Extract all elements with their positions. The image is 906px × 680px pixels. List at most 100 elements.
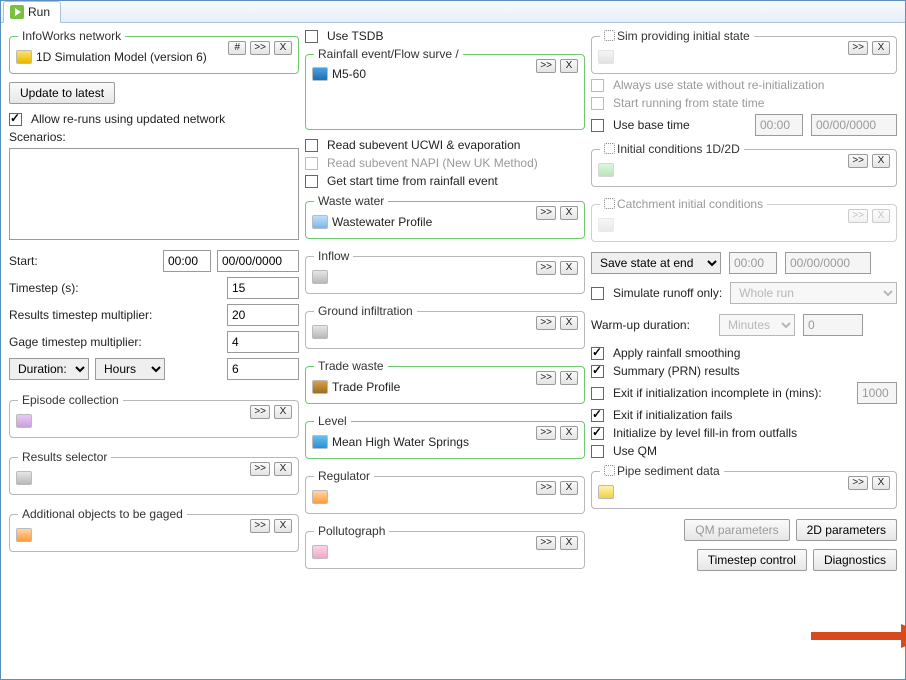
inflow-clear-button[interactable]: X [560, 261, 578, 275]
exit-fails-checkbox[interactable]: Exit if initialization fails [591, 408, 897, 422]
waste-go-button[interactable]: >> [536, 206, 556, 220]
ground-clear-button[interactable]: X [560, 316, 578, 330]
network-item-label: 1D Simulation Model (version 6) [36, 50, 207, 64]
panel-legend: Results selector [18, 450, 111, 464]
regulator-go-button[interactable]: >> [536, 481, 556, 495]
apply-smoothing-checkbox[interactable]: Apply rainfall smoothing [591, 346, 897, 360]
level-go-button[interactable]: >> [536, 426, 556, 440]
gaged-go-button[interactable]: >> [250, 519, 270, 533]
start-date-input[interactable] [217, 250, 299, 272]
init-level-checkbox[interactable]: Initialize by level fill-in from outfall… [591, 426, 897, 440]
sim-go-button[interactable]: >> [848, 41, 868, 55]
init-go-button[interactable]: >> [848, 154, 868, 168]
update-to-latest-button[interactable]: Update to latest [9, 82, 115, 104]
results-icon [16, 471, 32, 485]
panel-ground: Ground infiltration >> X [305, 304, 585, 349]
sim-clear-button[interactable]: X [872, 41, 890, 55]
read-ucwi-checkbox[interactable]: Read subevent UCWI & evaporation [305, 138, 585, 152]
read-napi-label: Read subevent NAPI (New UK Method) [327, 156, 538, 170]
panel-legend: Ground infiltration [314, 304, 417, 318]
tab-run[interactable]: Run [3, 1, 61, 23]
duration-unit-select[interactable]: Hours [95, 358, 165, 380]
gage-mult-input[interactable] [227, 331, 299, 353]
timestep-control-button[interactable]: Timestep control [697, 549, 807, 571]
panel-legend: Trade waste [314, 359, 388, 373]
pipe-clear-button[interactable]: X [872, 476, 890, 490]
timestep-input[interactable] [227, 277, 299, 299]
use-qm-label: Use QM [613, 444, 657, 458]
use-tsdb-checkbox[interactable]: Use TSDB [305, 29, 585, 43]
allow-reruns-checkbox[interactable]: Allow re-runs using updated network [9, 112, 299, 126]
run-icon [10, 5, 24, 19]
panel-legend: Inflow [314, 249, 353, 263]
checkbox-icon [305, 30, 318, 43]
left-column: InfoWorks network # >> X 1D Simulation M… [9, 29, 299, 673]
start-running-label: Start running from state time [613, 96, 764, 110]
results-mult-input[interactable] [227, 304, 299, 326]
network-go-button[interactable]: >> [250, 41, 270, 55]
pipe-go-button[interactable]: >> [848, 476, 868, 490]
exit-incomplete-checkbox[interactable]: Exit if initialization incomplete in (mi… [591, 386, 849, 400]
rainfall-clear-button[interactable]: X [560, 59, 578, 73]
rainfall-go-button[interactable]: >> [536, 59, 556, 73]
results-mult-label: Results timestep multiplier: [9, 308, 179, 322]
duration-select[interactable]: Duration: [9, 358, 89, 380]
use-base-time-checkbox[interactable]: Use base time [591, 118, 747, 132]
scenarios-textarea[interactable] [9, 148, 299, 240]
runoff-select: Whole run [730, 282, 897, 304]
always-use-label: Always use state without re-initializati… [613, 78, 824, 92]
panel-infoworks-network: InfoWorks network # >> X 1D Simulation M… [9, 29, 299, 74]
level-clear-button[interactable]: X [560, 426, 578, 440]
run-window: Run InfoWorks network # >> X 1D Simulati… [0, 0, 906, 680]
inflow-go-button[interactable]: >> [536, 261, 556, 275]
start-time-input[interactable] [163, 250, 211, 272]
panel-legend: Catchment initial conditions [617, 197, 763, 211]
start-running-checkbox: Start running from state time [591, 96, 897, 110]
results-go-button[interactable]: >> [250, 462, 270, 476]
save-state-select[interactable]: Save state at end [591, 252, 721, 274]
use-qm-checkbox[interactable]: Use QM [591, 444, 897, 458]
checkbox-icon [305, 157, 318, 170]
tab-bar: Run [1, 1, 905, 23]
checkbox-icon [305, 175, 318, 188]
2d-parameters-button[interactable]: 2D parameters [796, 519, 897, 541]
get-start-label: Get start time from rainfall event [327, 174, 498, 188]
catchment-clear-button: X [872, 209, 890, 223]
pollutograph-clear-button[interactable]: X [560, 536, 578, 550]
episode-icon [16, 414, 32, 428]
ground-go-button[interactable]: >> [536, 316, 556, 330]
summary-prn-checkbox[interactable]: Summary (PRN) results [591, 364, 897, 378]
catchment-go-button: >> [848, 209, 868, 223]
qm-parameters-button: QM parameters [684, 519, 789, 541]
panel-pollutograph: Pollutograph >> X [305, 524, 585, 569]
gear-icon [604, 143, 615, 154]
simulate-runoff-checkbox[interactable]: Simulate runoff only: [591, 286, 722, 300]
duration-input[interactable] [227, 358, 299, 380]
diagnostics-button[interactable]: Diagnostics [813, 549, 897, 571]
init-level-label: Initialize by level fill-in from outfall… [613, 426, 797, 440]
read-ucwi-label: Read subevent UCWI & evaporation [327, 138, 520, 152]
checkbox-icon [591, 387, 604, 400]
network-hash-button[interactable]: # [228, 41, 246, 55]
waste-clear-button[interactable]: X [560, 206, 578, 220]
checkbox-icon [591, 347, 604, 360]
trade-go-button[interactable]: >> [536, 371, 556, 385]
network-icon [16, 50, 32, 64]
regulator-clear-button[interactable]: X [560, 481, 578, 495]
episode-go-button[interactable]: >> [250, 405, 270, 419]
episode-clear-button[interactable]: X [274, 405, 292, 419]
save-state-date [785, 252, 871, 274]
trade-clear-button[interactable]: X [560, 371, 578, 385]
panel-legend: Regulator [314, 469, 374, 483]
panel-catchment-initial: Catchment initial conditions >> X [591, 197, 897, 242]
init-clear-button[interactable]: X [872, 154, 890, 168]
network-clear-button[interactable]: X [274, 41, 292, 55]
tab-label: Run [28, 5, 50, 19]
ground-icon [312, 325, 328, 339]
gaged-clear-button[interactable]: X [274, 519, 292, 533]
results-clear-button[interactable]: X [274, 462, 292, 476]
checkbox-icon [305, 139, 318, 152]
pollutograph-go-button[interactable]: >> [536, 536, 556, 550]
get-start-checkbox[interactable]: Get start time from rainfall event [305, 174, 585, 188]
panel-results-selector: Results selector >> X [9, 450, 299, 495]
